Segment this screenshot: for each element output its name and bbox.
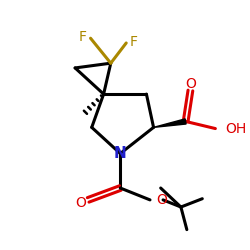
Text: O: O xyxy=(76,196,86,210)
Text: N: N xyxy=(114,146,127,161)
Text: F: F xyxy=(130,35,138,49)
Text: O: O xyxy=(157,193,168,207)
Polygon shape xyxy=(154,119,186,128)
Text: OH: OH xyxy=(225,122,246,136)
Text: F: F xyxy=(79,30,87,44)
Text: O: O xyxy=(185,77,196,91)
